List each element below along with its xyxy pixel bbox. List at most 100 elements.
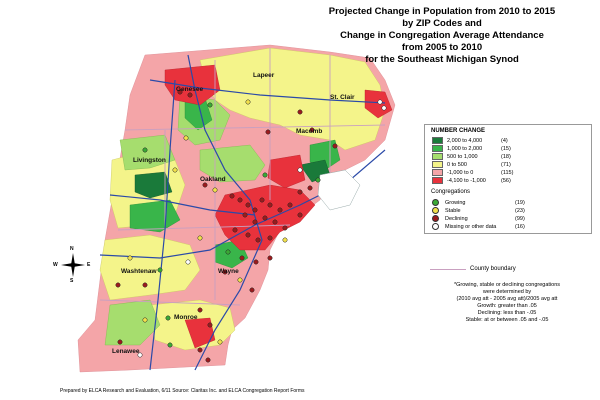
growing-congregation-marker [315, 177, 321, 183]
declining-congregation-marker [249, 287, 255, 293]
stable-congregation-marker [212, 187, 218, 193]
declining-congregation-marker [142, 282, 148, 288]
declining-congregation-marker [117, 339, 123, 345]
title-line: Projected Change in Population from 2010… [328, 6, 556, 17]
declining-congregation-marker [259, 197, 265, 203]
lake-st-clair [317, 169, 361, 211]
county-label-lapeer: Lapeer [253, 72, 275, 79]
growing-congregation-marker [207, 102, 213, 108]
county-label-monroe: Monroe [174, 314, 198, 321]
region-red-monroe [184, 317, 216, 349]
county-label-washtenaw: Washtenaw [121, 268, 157, 275]
legend-class-count: (15) [501, 145, 511, 152]
region-yellow-north [199, 47, 386, 151]
declining-congregation-marker [242, 212, 248, 218]
highway-i69 [149, 79, 386, 104]
declining-congregation-marker [229, 193, 235, 199]
legend-class-count: (4) [501, 137, 508, 144]
congregation-dot-icon [432, 223, 439, 230]
declining-congregation-marker [332, 143, 338, 149]
declining-congregation-marker [197, 307, 203, 313]
legend-congregation-row: Missing or other data (16) [432, 223, 525, 230]
note-line: Stable: at or between .05 and -.05 [465, 317, 549, 323]
highway-us23 [149, 79, 176, 371]
legend-class-row: 1,000 to 2,000 (15) [432, 145, 511, 152]
declining-congregation-marker [287, 202, 293, 208]
legend-class-label: 0 to 500 [447, 161, 467, 168]
legend-county-boundary: County boundary [430, 266, 516, 272]
county-line-3 [99, 299, 241, 306]
legend-class-row: -4,100 to -1,000 (56) [432, 177, 511, 184]
legend-class-row: -1,000 to 0 (115) [432, 169, 513, 176]
legend-congregation-label: Stable [445, 207, 461, 214]
legend-class-count: (18) [501, 153, 511, 160]
declining-congregation-marker [277, 207, 283, 213]
legend-class-label: -1,000 to 0 [447, 169, 474, 176]
missing-data-congregation-marker [377, 99, 383, 105]
region-red-stclair [364, 89, 393, 119]
legend-class-label: 1,000 to 2,000 [447, 145, 483, 152]
county-boundary-label: County boundary [470, 266, 516, 272]
legend-congregation-row: Declining (99) [432, 215, 525, 222]
legend-congregation-count: (16) [515, 223, 525, 230]
legend-swatch [432, 177, 443, 184]
declining-congregation-marker [297, 212, 303, 218]
region-lightgreen-2 [119, 134, 176, 171]
declining-congregation-marker [267, 202, 273, 208]
legend-congregation-label: Missing or other data [445, 223, 497, 230]
highway-i75 [187, 54, 263, 371]
legend-congregation-row: Growing (19) [432, 199, 525, 206]
growing-congregation-marker [167, 342, 173, 348]
missing-data-congregation-marker [185, 259, 191, 265]
county-label-livingston: Livingston [133, 157, 166, 164]
legend-class-label: -4,100 to -1,000 [447, 177, 486, 184]
compass-rose: N S W E [53, 246, 90, 284]
note-line: were determined by [482, 289, 532, 295]
declining-congregation-marker [265, 129, 271, 135]
county-label-macomb: Macomb [296, 128, 323, 135]
legend-class-label: 500 to 1,000 [447, 153, 478, 160]
declining-congregation-marker [202, 182, 208, 188]
growing-congregation-marker [225, 249, 231, 255]
legend-congregation-count: (23) [515, 207, 525, 214]
legend-class-row: 2,000 to 4,000 (4) [432, 137, 508, 144]
congregation-dot-icon [432, 199, 439, 206]
county-label-wayne: Wayne [218, 268, 239, 275]
region-lightgreen-4 [104, 299, 161, 346]
missing-data-congregation-marker [297, 167, 303, 173]
county-line-2 [117, 224, 291, 231]
declining-congregation-marker [239, 255, 245, 261]
congregation-dot-icon [432, 215, 439, 222]
county-line-1 [124, 124, 386, 131]
legend-class-row: 0 to 500 (71) [432, 161, 511, 168]
growing-congregation-marker [157, 267, 163, 273]
legend-congregation-count: (19) [515, 199, 525, 206]
highways [99, 54, 386, 371]
congregation-dot-icon [432, 207, 439, 214]
county-label-st-clair: St. Clair [330, 94, 355, 101]
declining-congregation-marker [282, 225, 288, 231]
declining-congregation-marker [197, 347, 203, 353]
county-label-lenawee: Lenawee [112, 348, 140, 355]
growing-congregation-marker [262, 172, 268, 178]
source-credit: Prepared by ELCA Research and Evaluation… [60, 388, 305, 394]
declining-congregation-marker [267, 235, 273, 241]
compass-n: N [70, 246, 74, 252]
legend-congregation-row: Stable (23) [432, 207, 525, 214]
declining-congregation-marker [252, 219, 258, 225]
legend-congregation-label: Declining [445, 215, 468, 222]
growing-congregation-marker [165, 315, 171, 321]
note-line: Declining: less than -.05 [477, 310, 537, 316]
title-line: from 2005 to 2010 [401, 42, 483, 53]
note-line: Growth: greater than .05 [477, 303, 537, 309]
legend-class-count: (115) [501, 169, 514, 176]
map-title: Projected Change in Population from 2010… [292, 6, 592, 66]
declining-congregation-marker [187, 92, 193, 98]
stable-congregation-marker [183, 135, 189, 141]
county-boundary-line-icon [430, 268, 466, 270]
legend-class-label: 2,000 to 4,000 [447, 137, 483, 144]
declining-congregation-marker [307, 185, 313, 191]
declining-congregation-marker [177, 89, 183, 95]
missing-data-congregation-marker [381, 105, 387, 111]
